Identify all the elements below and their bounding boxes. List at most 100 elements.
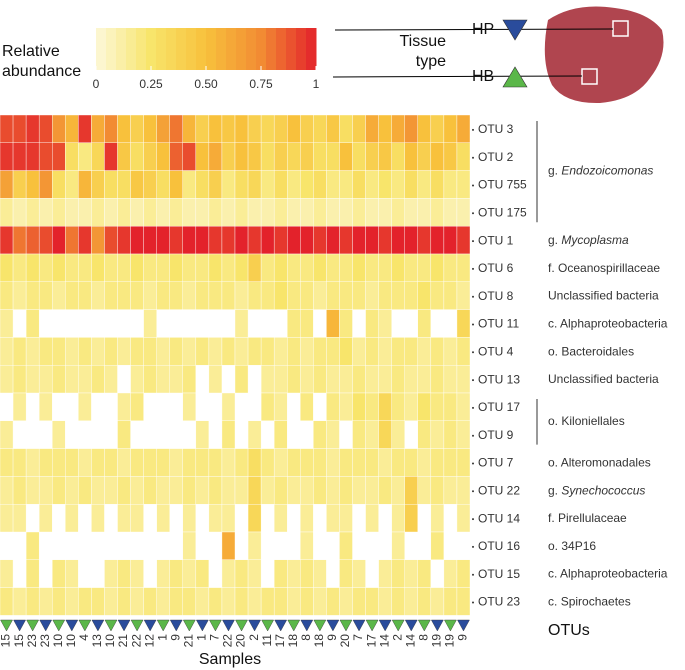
sample-group-marker	[391, 619, 405, 632]
heatmap-cell	[339, 142, 353, 171]
column-label: 14	[377, 634, 391, 648]
heatmap-cell	[143, 225, 157, 255]
group-label: HP	[472, 21, 494, 38]
heatmap-cell	[52, 253, 66, 282]
sample-group-marker	[78, 619, 92, 632]
heatmap-cell	[247, 559, 262, 588]
heatmap-cell	[287, 170, 301, 199]
heatmap-cell	[339, 587, 353, 616]
heatmap-cell	[65, 253, 79, 282]
heatmap-cell	[365, 365, 379, 394]
heatmap-cell	[365, 504, 379, 533]
heatmap-cell	[326, 114, 340, 143]
heatmap-cell	[221, 170, 236, 199]
sample-group-marker	[404, 619, 418, 632]
heatmap-cell	[117, 114, 131, 143]
heatmap-cell	[117, 337, 131, 366]
heatmap-cell	[130, 198, 144, 227]
heatmap-cell	[38, 392, 53, 421]
heatmap-cell	[365, 170, 379, 199]
heatmap-cell	[456, 225, 471, 255]
heatmap-cell	[404, 476, 418, 505]
heatmap-cell	[38, 170, 53, 199]
heatmap-cell	[430, 531, 445, 560]
heatmap-cell	[456, 253, 471, 282]
heatmap-cell	[156, 587, 170, 616]
heatmap-cell	[391, 504, 405, 533]
heatmap-cell	[52, 114, 66, 143]
sample-group-marker	[457, 619, 470, 632]
heatmap-cell	[417, 587, 432, 616]
sample-group-marker	[235, 619, 248, 632]
heatmap-cell	[117, 281, 131, 310]
heatmap-cell	[247, 142, 262, 171]
heatmap-cell	[339, 559, 353, 588]
heatmap-cell	[78, 392, 92, 421]
row-dot	[472, 267, 474, 270]
heatmap-cell	[417, 281, 432, 310]
heatmap-cell	[25, 337, 40, 366]
heatmap-cell	[273, 587, 288, 616]
column-label: 22	[129, 634, 143, 648]
heatmap-cell	[260, 448, 275, 477]
heatmap-cell	[287, 281, 301, 310]
heatmap-cell	[300, 170, 314, 199]
heatmap-cell	[221, 504, 236, 533]
heatmap-cell	[0, 559, 14, 588]
colorbar-step	[126, 28, 137, 70]
heatmap-cell	[0, 337, 14, 366]
heatmap-cell	[300, 365, 314, 394]
heatmap-cell	[91, 114, 105, 143]
heatmap-cell	[169, 337, 183, 366]
taxon-name: Spirochaetes	[561, 595, 631, 609]
row-dot	[472, 518, 474, 521]
heatmap-cell	[25, 531, 40, 560]
heatmap-cell	[182, 559, 197, 588]
taxon-name: Endozoicomonas	[561, 164, 653, 178]
heatmap-cell	[352, 420, 366, 449]
heatmap-cell	[313, 142, 327, 171]
row-dot	[472, 462, 474, 465]
colorbar-tick-label: 0.75	[249, 77, 273, 91]
heatmap-cell	[326, 476, 340, 505]
heatmap-cell	[12, 504, 27, 533]
heatmap-cell	[378, 420, 392, 449]
heatmap-cell	[234, 114, 249, 143]
column-label: 15	[0, 634, 13, 648]
column-label: 21	[181, 634, 195, 648]
heatmap-cell	[260, 337, 275, 366]
heatmap-cell	[313, 281, 327, 310]
heatmap-cell	[273, 420, 288, 449]
heatmap-cell	[182, 587, 197, 616]
heatmap-cell	[182, 281, 197, 310]
heatmap-cell	[339, 365, 353, 394]
pointer-line	[334, 28, 614, 31]
heatmap-cell	[78, 253, 92, 282]
taxon-label: Unclassified bacteria	[548, 289, 659, 303]
heatmap-cell	[52, 587, 66, 616]
heatmap-cell	[221, 198, 236, 227]
column-label: 20	[338, 634, 352, 648]
heatmap-cell	[25, 253, 40, 282]
taxon-rank: c.	[548, 317, 557, 331]
heatmap-cell	[156, 142, 170, 171]
heatmap-cell	[273, 281, 288, 310]
heatmap-cell	[65, 559, 79, 588]
taxon-label: Unclassified bacteria	[548, 372, 659, 386]
taxon-name: Mycoplasma	[561, 233, 629, 247]
heatmap-cell	[25, 114, 40, 143]
heatmap-cell	[78, 114, 92, 143]
heatmap-cell	[260, 365, 275, 394]
heatmap-cell	[12, 337, 27, 366]
sample-group-marker	[195, 619, 209, 632]
heatmap-cell	[404, 253, 418, 282]
heatmap-cell	[313, 114, 327, 143]
heatmap-cell	[78, 337, 92, 366]
taxon-rank: g.	[548, 233, 558, 247]
column-label: 15	[12, 634, 26, 648]
heatmap-cell	[326, 587, 340, 616]
heatmap-cell	[208, 198, 223, 227]
heatmap-cell	[221, 559, 236, 588]
colorbar-step	[106, 28, 117, 70]
